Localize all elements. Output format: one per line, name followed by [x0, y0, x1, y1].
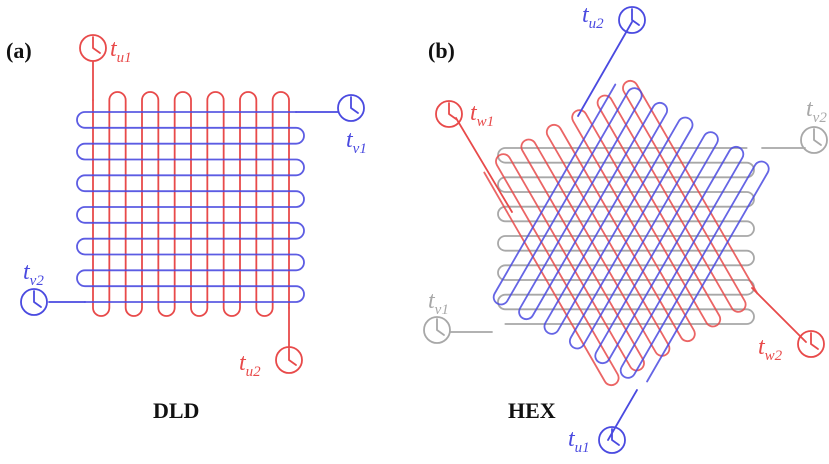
clock-icon	[20, 288, 48, 316]
clock-face	[20, 288, 48, 316]
panel-b-label: (b)	[428, 38, 455, 63]
clock-hands	[350, 96, 359, 114]
clock-face	[598, 426, 626, 454]
clock-icon	[337, 94, 365, 122]
clock-icon	[275, 346, 303, 374]
clock-face	[800, 126, 828, 154]
label-t-u1: tu1	[110, 36, 132, 66]
hex-u-serpentine	[492, 83, 770, 383]
clock-icon	[423, 316, 451, 344]
clock-face	[79, 34, 107, 62]
panel-b: (b) tu2 tw1 tv2	[423, 2, 828, 456]
clock-hands	[813, 128, 822, 146]
clock-face	[337, 94, 365, 122]
hex-u2-lead	[577, 21, 633, 117]
label-t-v2: tv2	[806, 96, 827, 126]
clock-hands	[631, 8, 640, 26]
clock-face	[435, 100, 463, 128]
label-t-u2: tu2	[582, 2, 604, 32]
label-t-v2: tv2	[23, 259, 44, 289]
panel-a: (a) tu1 tv1 tv2 tu2 DLD	[6, 34, 367, 423]
clock-hands	[448, 102, 457, 120]
clock-face	[423, 316, 451, 344]
clock-face	[618, 6, 646, 34]
clock-hands	[810, 332, 819, 350]
label-t-v1: tv1	[428, 288, 449, 318]
clock-icon	[800, 126, 828, 154]
label-t-w1: tw1	[470, 100, 494, 130]
clock-icon	[435, 100, 463, 128]
hex-w2-lead	[751, 287, 807, 343]
hex-w1-lead	[455, 117, 513, 213]
clock-icon	[618, 6, 646, 34]
label-t-w2: tw2	[758, 334, 783, 364]
dld-v-delay-line	[48, 111, 339, 303]
label-t-u2: tu2	[239, 350, 261, 380]
clock-hands	[33, 290, 42, 308]
hex-w-delay-line	[455, 79, 807, 387]
dld-u-delay-line	[92, 61, 290, 349]
clock-hands	[436, 318, 445, 336]
clock-face	[797, 330, 825, 358]
dld-v-serpentine	[76, 111, 305, 303]
hex-u-delay-line	[492, 21, 770, 441]
clock-hands	[92, 36, 101, 54]
label-t-u1: tu1	[568, 426, 590, 456]
panel-a-title: DLD	[153, 398, 199, 423]
clock-face	[275, 346, 303, 374]
panel-a-label: (a)	[6, 38, 32, 63]
clock-hands	[611, 428, 620, 446]
clock-icon	[79, 34, 107, 62]
hex-w-serpentine	[483, 79, 759, 387]
panel-b-title: HEX	[508, 398, 556, 423]
label-t-v1: tv1	[346, 127, 367, 157]
clock-icon	[598, 426, 626, 454]
clock-hands	[288, 348, 297, 366]
dld-u-serpentine	[92, 91, 290, 317]
clock-icon	[797, 330, 825, 358]
